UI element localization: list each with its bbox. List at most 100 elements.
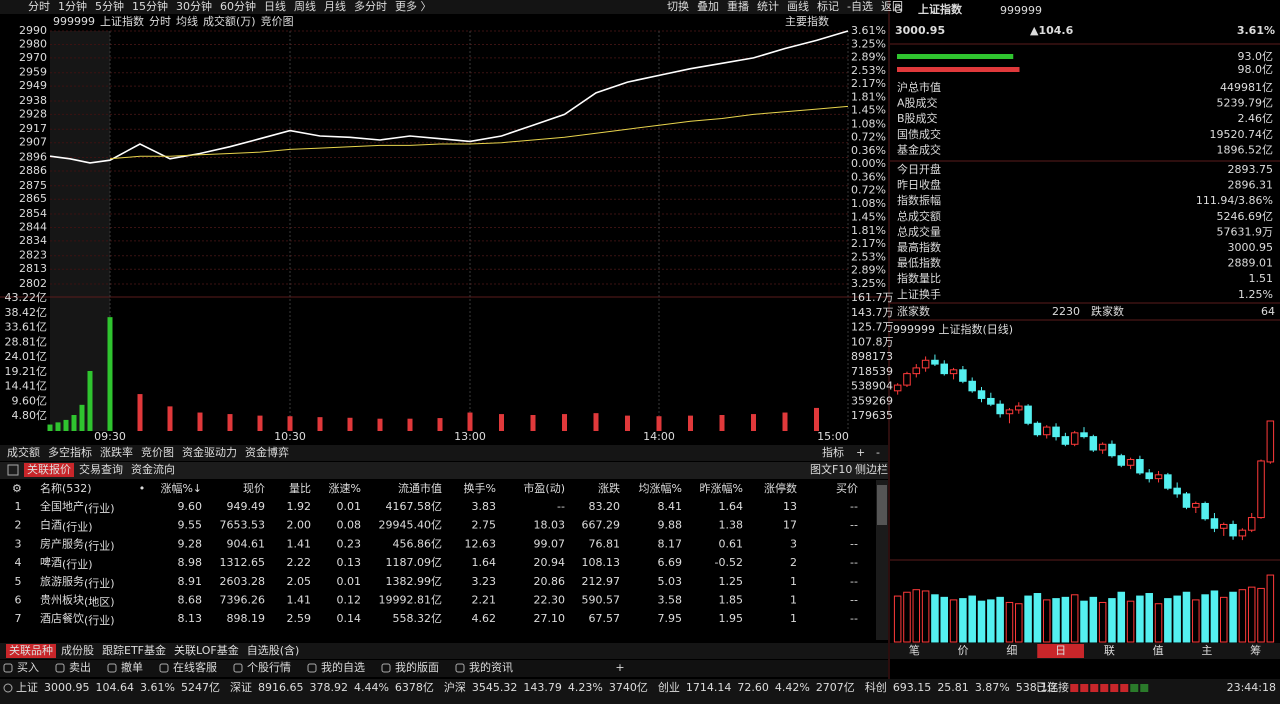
- period-tab[interactable]: 1分钟: [58, 0, 87, 13]
- column-header[interactable]: 流通市值: [398, 481, 442, 495]
- row-name[interactable]: 房产服务: [40, 536, 84, 550]
- right-tab[interactable]: 细: [1006, 644, 1017, 657]
- right-tab[interactable]: 值: [1153, 644, 1164, 657]
- period-tab[interactable]: 5分钟: [95, 0, 124, 13]
- column-header[interactable]: 均涨幅%: [639, 482, 682, 495]
- row-name[interactable]: 全国地产: [40, 499, 84, 513]
- period-tab[interactable]: 30分钟: [176, 0, 212, 13]
- column-header: 名称(532): [40, 481, 92, 495]
- action-button[interactable]: 买入: [17, 661, 39, 674]
- panel-tab[interactable]: 关联报价: [27, 462, 71, 476]
- chart-header-item: 成交额(万): [203, 14, 256, 28]
- y-tick-label: 2834: [19, 234, 47, 247]
- cell: 9.28: [178, 537, 203, 550]
- action-button[interactable]: 我的自选: [321, 660, 365, 674]
- action-button[interactable]: 撤单: [121, 660, 143, 674]
- right-tab[interactable]: 价: [958, 644, 969, 657]
- breadth-value: 64: [1261, 305, 1275, 318]
- tool-button[interactable]: 重播: [727, 0, 749, 13]
- y-tick-label: 2823: [19, 249, 47, 262]
- cell: 2.21: [472, 594, 497, 607]
- cell: 0.12: [337, 594, 362, 607]
- breadth-block: [1100, 684, 1109, 692]
- tool-button[interactable]: -自选: [847, 0, 873, 13]
- tool-button[interactable]: 画线: [787, 0, 809, 13]
- period-tab[interactable]: 日线: [264, 0, 286, 13]
- tool-button[interactable]: 返回: [881, 0, 903, 13]
- right-tab[interactable]: 联: [1104, 644, 1115, 657]
- column-header[interactable]: 换手%: [464, 481, 496, 495]
- column-header[interactable]: 市盈(动): [523, 481, 565, 495]
- breadth-block: [1130, 684, 1139, 692]
- right-tab[interactable]: 筹: [1250, 643, 1261, 657]
- scroll-thumb[interactable]: [877, 485, 887, 525]
- period-tab[interactable]: 周线: [294, 0, 316, 13]
- column-header[interactable]: 涨跌: [598, 481, 620, 495]
- indicator-tool[interactable]: +: [856, 446, 865, 459]
- row-name[interactable]: 旅游服务: [40, 574, 84, 588]
- tool-button[interactable]: 叠加: [697, 0, 719, 13]
- indicator-tool[interactable]: 指标: [822, 445, 844, 459]
- panel-tab[interactable]: 交易查询: [79, 462, 123, 476]
- period-tab[interactable]: 15分钟: [132, 0, 168, 13]
- price-line: [109, 105, 849, 160]
- period-tab[interactable]: 月线: [324, 0, 346, 13]
- tool-button[interactable]: 标记: [817, 0, 839, 13]
- tool-button[interactable]: 统计: [757, 0, 779, 13]
- indicator-tab[interactable]: 资金驱动力: [182, 445, 237, 459]
- bottom-tab[interactable]: 自选股(含): [247, 643, 300, 657]
- indicator-tab[interactable]: 涨跌率: [100, 445, 133, 459]
- column-header[interactable]: 买价: [836, 482, 858, 495]
- action-button[interactable]: 在线客服: [173, 660, 217, 674]
- column-header[interactable]: 涨幅%: [161, 482, 193, 495]
- bottom-tab[interactable]: 跟踪ETF基金: [102, 643, 166, 657]
- bottom-tab[interactable]: 关联LOF基金: [174, 643, 239, 657]
- period-tab[interactable]: 60分钟: [220, 0, 256, 13]
- indicator-tool[interactable]: -: [876, 446, 880, 459]
- indicator-tab[interactable]: 竞价图: [141, 445, 174, 459]
- period-tab[interactable]: 分时: [28, 0, 50, 13]
- quote-pct: 3.61%: [1237, 24, 1275, 37]
- indicator-tab[interactable]: 多空指标: [48, 445, 92, 459]
- right-tab[interactable]: 日: [1055, 644, 1066, 657]
- right-tab[interactable]: 主: [1201, 644, 1212, 657]
- panel-tool[interactable]: 图文F10: [810, 462, 852, 476]
- main-index-button[interactable]: 主要指数: [785, 14, 829, 28]
- column-header[interactable]: 涨速%: [329, 482, 361, 495]
- y2-tick-label: 1.08%: [851, 117, 886, 130]
- column-header[interactable]: 涨停数: [764, 481, 797, 495]
- row-name[interactable]: 贵州板块: [40, 593, 84, 607]
- column-header[interactable]: 昨涨幅%: [700, 482, 743, 495]
- column-header[interactable]: 现价: [243, 482, 265, 495]
- daily-volume-bar: [1061, 596, 1070, 643]
- action-button[interactable]: 我的资讯: [469, 660, 513, 674]
- row-name[interactable]: 酒店餐饮: [40, 611, 84, 625]
- cell: 2.59: [287, 612, 312, 625]
- indicator-tab[interactable]: 成交额: [7, 445, 40, 459]
- indicator-tab[interactable]: 资金博弈: [245, 445, 289, 459]
- daily-volume-bar: [1024, 595, 1032, 643]
- period-tab[interactable]: 更多 〉: [395, 0, 432, 13]
- right-tab[interactable]: 笔: [909, 643, 920, 657]
- period-tab[interactable]: 多分时: [354, 0, 387, 13]
- tool-button[interactable]: 切换: [667, 0, 689, 13]
- stat-value: 1.51: [1249, 272, 1274, 285]
- bottom-tab[interactable]: 成份股: [61, 644, 94, 657]
- status-item: 1714.14: [686, 681, 732, 694]
- candle-body: [1154, 474, 1163, 480]
- action-button[interactable]: 我的版面: [395, 660, 439, 674]
- panel-tab[interactable]: 资金流向: [131, 462, 175, 476]
- action-button[interactable]: 个股行情: [247, 661, 291, 674]
- bottom-tab[interactable]: 关联品种: [9, 643, 53, 657]
- action-button[interactable]: 卖出: [69, 660, 91, 674]
- daily-volume-bar: [1164, 598, 1172, 643]
- row-name[interactable]: 白酒: [40, 518, 62, 532]
- column-header[interactable]: 量比: [289, 482, 311, 495]
- cell: 20.94: [534, 556, 566, 569]
- column-header[interactable]: •: [139, 482, 146, 495]
- quote-code: 999999: [1000, 4, 1042, 17]
- action-add[interactable]: +: [615, 661, 624, 674]
- panel-tool[interactable]: 侧边栏: [855, 462, 888, 476]
- stat-value: 2893.75: [1228, 163, 1274, 176]
- row-name[interactable]: 啤酒: [40, 555, 62, 569]
